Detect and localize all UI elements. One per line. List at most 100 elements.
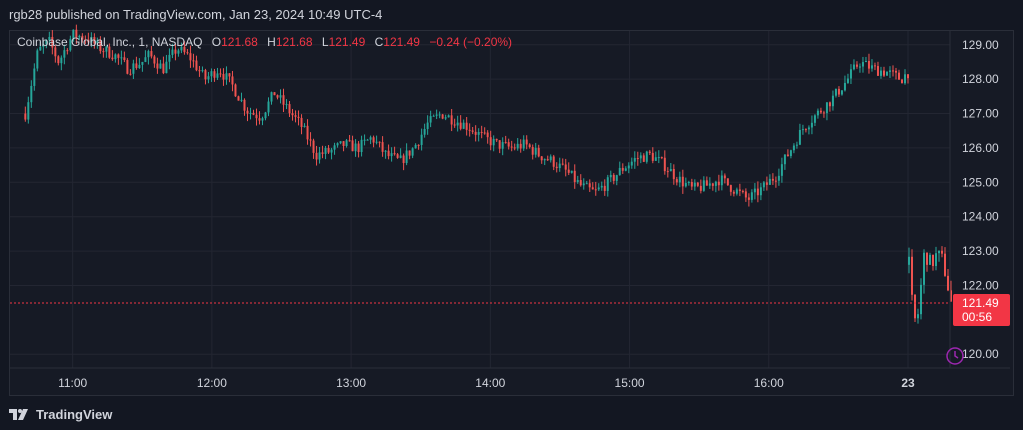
candle-body [342,141,345,147]
candle-body [615,175,618,181]
candle-body [120,57,123,59]
candle-body [345,140,348,147]
candle-body [627,165,630,169]
candle-body [297,116,300,118]
candle-body [843,82,846,91]
candle-body [489,137,492,146]
candle-body [807,127,810,130]
candle-body [666,171,669,173]
candle-body [888,70,891,72]
candle-body [684,183,687,187]
candle-body [108,46,111,58]
candle-body [333,145,336,150]
candle-body [267,101,270,113]
candle-body [303,125,306,127]
candle-body [135,63,138,68]
candle-body [294,115,297,117]
candle-body [186,52,189,54]
candle-body [141,61,144,65]
candle-body [588,183,591,188]
footer-brand: TradingView [36,406,113,422]
candle-body [864,61,867,63]
candle-body [42,44,45,47]
candle-body [483,132,486,134]
candle-body [603,185,606,191]
candle-body [723,175,726,179]
candle-body [447,115,450,118]
x-tick-label: 16:00 [754,376,784,390]
candle-body [738,189,741,191]
candle-body [78,35,81,38]
candle-body [153,56,156,64]
candle-body [926,252,928,265]
candle-body [729,185,732,192]
candle-body [24,113,27,120]
candle-body [354,143,357,152]
candle-body [306,125,309,140]
candle-body [935,253,937,267]
candle-body [879,70,882,76]
candle-body [204,70,207,80]
candle-body [276,95,279,98]
tradingview-logo-icon [9,409,28,420]
candle-body [39,46,42,51]
chart-panel[interactable] [9,30,1014,396]
candle-body [929,254,931,265]
candle-body [702,180,705,191]
candle-body [552,156,555,167]
candle-body [321,152,324,154]
candle-body [300,117,303,127]
candle-body [339,141,342,144]
candle-body [372,137,375,143]
candle-body [920,284,922,315]
candle-body [762,182,765,188]
candle-body [309,139,312,141]
candle-body [654,157,657,161]
candle-body [138,64,141,68]
candle-body [243,99,246,111]
candle-body [837,88,840,95]
candle-body [555,166,558,169]
candle-body [897,72,900,80]
candle-body [903,74,906,84]
candle-body [63,50,66,58]
grid-lines [10,31,950,368]
candle-body [907,74,909,79]
candle-body [873,65,876,67]
candle-body [240,99,243,101]
candle-body [414,144,417,149]
candle-body [219,73,222,75]
candle-body [756,188,759,196]
candle-body [195,60,198,71]
candle-body [810,122,813,128]
candle-body [405,150,408,164]
candle-body [564,164,567,170]
candle-body [162,63,165,74]
legend-high-label: H [267,35,276,49]
candle-body [597,187,600,190]
candle-body [132,63,135,74]
candle-body [582,183,585,186]
candle-body [777,175,780,181]
candle-body [363,139,366,141]
candle-body [384,150,387,152]
y-tick-label: 120.00 [962,347,999,361]
price-tag-value: 121.49 [962,296,999,310]
candle-body [510,146,513,148]
candle-body [606,177,609,191]
candle-body [456,122,459,126]
candle-body [516,143,519,149]
candle-body [366,139,369,141]
candle-body [870,65,873,69]
alert-icon[interactable] [946,347,964,365]
candle-body [105,46,108,52]
candle-body [675,179,678,183]
candle-body [594,189,597,191]
candle-body [213,71,216,78]
candle-body [711,183,714,186]
candle-body [318,152,321,160]
candle-body [357,143,360,153]
candle-body [914,294,916,319]
candle-body [891,70,894,72]
